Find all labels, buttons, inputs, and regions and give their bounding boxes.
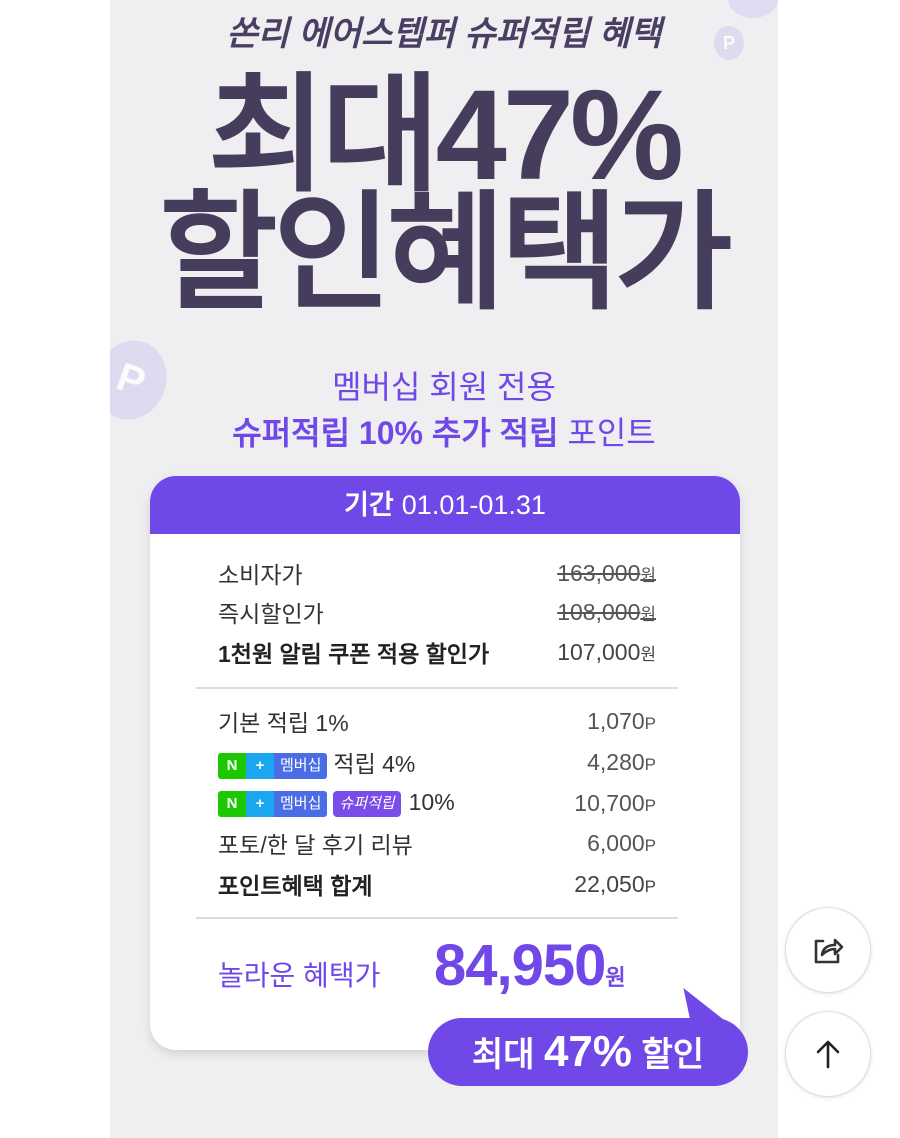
share-button[interactable] [785, 907, 871, 993]
price-row-coupon: 1천원 알림 쿠폰 적용 할인가 107,000원 [218, 635, 656, 669]
divider [196, 687, 678, 689]
point-row-total: 포인트혜택 합계 22,050P [218, 867, 656, 901]
price-value: 107,000원 [557, 638, 656, 665]
naver-plus-membership-badge: N + 멤버십 [218, 752, 328, 779]
point-value: 22,050P [574, 870, 656, 897]
price-label: 소비자가 [218, 562, 303, 588]
share-icon [814, 938, 844, 964]
headline-discount: 최대47% [208, 64, 684, 207]
point-row-basic: 기본 적립 1% 1,070P [218, 704, 656, 738]
point-coin-icon: P [714, 26, 744, 60]
period-header: 기간 01.01-01.31 [150, 476, 740, 534]
max-discount-bubble: 최대 47% 할인 [428, 1018, 748, 1086]
arrow-up-icon [816, 1040, 840, 1069]
point-value: 1,070P [587, 707, 656, 734]
price-card: 기간 01.01-01.31 소비자가 163,000원 즉시할인가 108,000원… [150, 476, 740, 1050]
price-label: 1천원 알림 쿠폰 적용 할인가 [218, 641, 490, 667]
naver-plus-membership-badge: N + 멤버십 [218, 790, 328, 817]
point-row-super: N + 멤버십 슈퍼적립 10% 10,700P [218, 786, 656, 820]
point-label: 포인트혜택 합계 [218, 873, 373, 899]
final-price-value: 84,950원 [434, 933, 626, 998]
point-label: 포토/한 달 후기 리뷰 [218, 832, 413, 858]
price-row-instant: 즉시할인가 108,000원 [218, 595, 656, 629]
price-row-consumer: 소비자가 163,000원 [218, 556, 656, 590]
period-dates: 01.01-01.31 [401, 490, 546, 520]
point-value: 10,700P [574, 789, 656, 816]
price-label: 즉시할인가 [218, 601, 324, 627]
promo-subtitle: 쏜리 에어스텝퍼 슈퍼적립 혜택 [226, 15, 662, 53]
point-coin-icon [728, 0, 778, 18]
point-value: 4,280P [587, 748, 656, 775]
scroll-to-top-button[interactable] [785, 1011, 871, 1097]
membership-line: 멤버십 회원 전용 [332, 369, 556, 405]
super-point-line: 슈퍼적립 10% 추가 적립 포인트 [110, 408, 778, 454]
point-row-membership: N + 멤버십 적립 4% 4,280P [218, 745, 656, 779]
price-value: 163,000원 [557, 559, 656, 586]
headline-benefit: 할인혜택가 [159, 182, 733, 325]
point-label: N + 멤버십 슈퍼적립 10% [218, 789, 455, 817]
point-label: N + 멤버십 적립 4% [218, 745, 415, 779]
period-label: 기간 [344, 490, 394, 520]
point-value: 6,000P [587, 829, 656, 856]
promo-banner: P P 쏜리 에어스텝퍼 슈퍼적립 혜택 최대47% 할인혜택가 멤버십 회원 … [110, 0, 778, 1138]
point-row-review: 포토/한 달 후기 리뷰 6,000P [218, 826, 656, 860]
final-price-label: 놀라운 혜택가 [218, 960, 381, 991]
point-label: 기본 적립 1% [218, 710, 349, 736]
super-point-bold: 슈퍼적립 10% 추가 적립 [232, 415, 559, 451]
price-value: 108,000원 [557, 598, 656, 625]
super-point-badge: 슈퍼적립 [333, 790, 401, 817]
divider [196, 917, 678, 919]
super-point-normal: 포인트 [567, 415, 656, 451]
